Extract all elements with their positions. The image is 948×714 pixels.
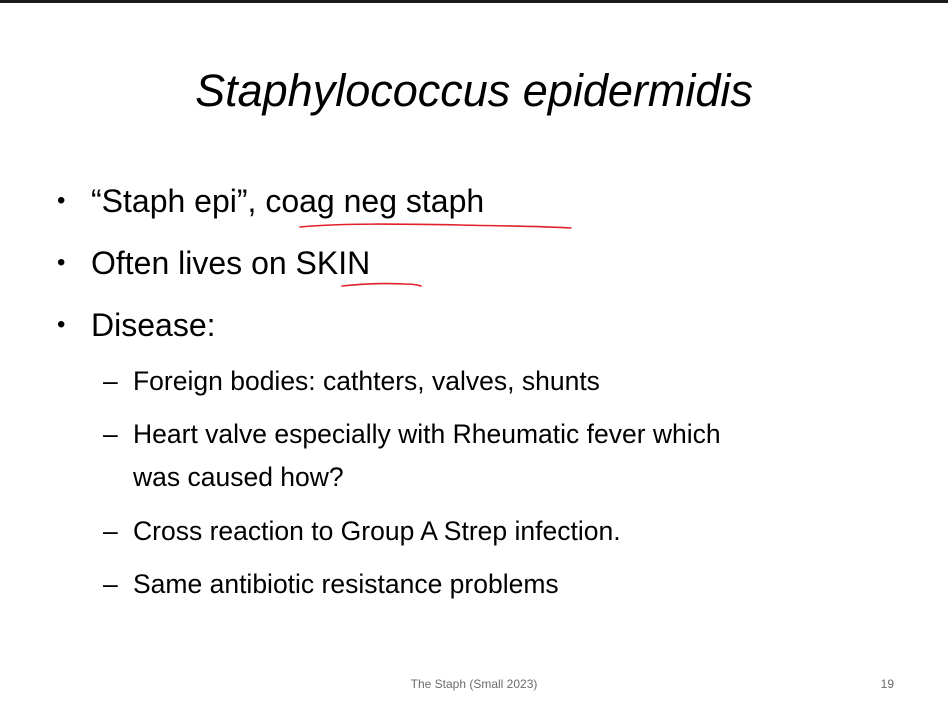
sub-bullet-text: Heart valve especially with Rheumatic fe… bbox=[133, 419, 721, 449]
slide-title: Staphylococcus epidermidis bbox=[195, 65, 753, 116]
sub-bullet-dash: – bbox=[103, 419, 118, 449]
sub-bullet-text: Foreign bodies: cathters, valves, shunts bbox=[133, 366, 600, 396]
slide-footer: The Staph (Small 2023) bbox=[410, 677, 538, 691]
bullet-dot: • bbox=[57, 311, 66, 338]
sub-bullet-dash: – bbox=[103, 516, 118, 546]
window-top-border bbox=[0, 0, 948, 3]
sub-bullet-dash: – bbox=[103, 366, 118, 396]
bullet-text: Often lives on SKIN bbox=[91, 245, 371, 281]
sub-bullet-dash: – bbox=[103, 569, 118, 599]
sub-bullet-text: Cross reaction to Group A Strep infectio… bbox=[133, 516, 621, 546]
bullet-dot: • bbox=[57, 187, 66, 214]
bullet-text: “Staph epi”, coag neg staph bbox=[91, 183, 485, 219]
bullet-dot: • bbox=[57, 249, 66, 276]
bullet-text: Disease: bbox=[91, 307, 216, 343]
slide: Staphylococcus epidermidis • “Staph epi”… bbox=[0, 3, 948, 714]
sub-bullet-text: Same antibiotic resistance problems bbox=[133, 569, 559, 599]
slide-page-number: 19 bbox=[880, 677, 894, 691]
sub-bullet-text: was caused how? bbox=[133, 462, 344, 492]
